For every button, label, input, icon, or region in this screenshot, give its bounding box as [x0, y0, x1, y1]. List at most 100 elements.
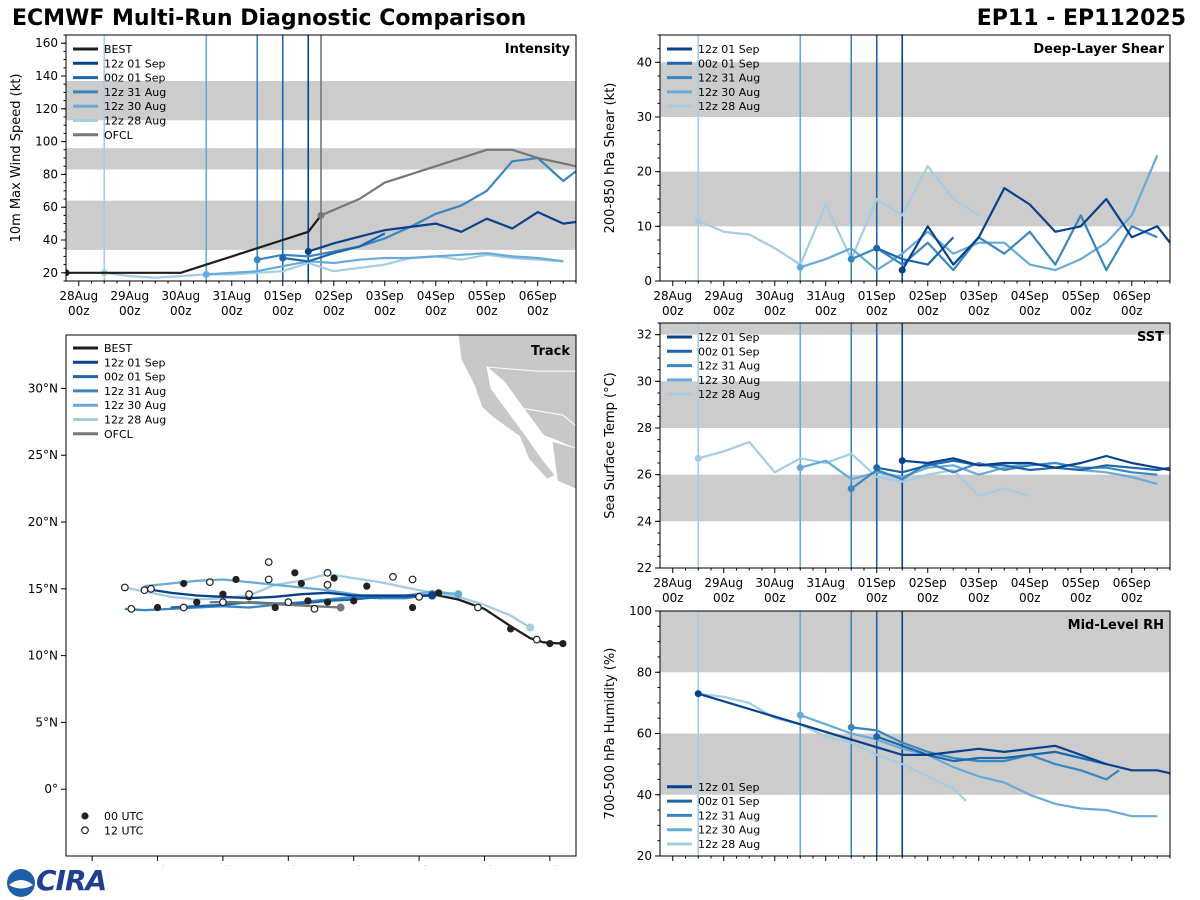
legend-label: 12z 01 Sep: [698, 781, 760, 794]
y-axis-label: Sea Surface Temp (°C): [603, 372, 618, 519]
x-tick-label-date: 01Sep: [858, 289, 896, 303]
y-tick-label: 40: [637, 788, 652, 802]
y-axis-label: 700-500 hPa Humidity (%): [603, 648, 618, 820]
legend-label: 12z 30 Aug: [104, 100, 166, 113]
x-tick-label-date: 04Sep: [1011, 289, 1049, 303]
series-line-12z-30-Aug: [206, 252, 564, 276]
x-tick-label-hour: 00z: [815, 591, 837, 605]
track-point-00utc: [435, 589, 443, 597]
track-point-12utc: [245, 590, 253, 599]
x-tick-label-date: 30Aug: [755, 576, 794, 590]
init-marker-12z-01-Sep: [694, 690, 702, 698]
track-point-00utc: [323, 598, 332, 606]
y-tick-label: 28: [637, 421, 652, 435]
y-tick-label: 10°N: [28, 649, 58, 663]
y-tick-label: 20°N: [28, 515, 58, 529]
x-tick-label-hour: 00z: [527, 304, 549, 318]
x-tick-label-date: 06Sep: [519, 289, 557, 303]
init-marker-12z-01-Sep: [304, 247, 312, 255]
x-tick-label-hour: 00z: [119, 304, 141, 318]
init-marker-12z-28-Aug: [694, 217, 702, 225]
x-tick-label-hour: 00z: [425, 304, 447, 318]
x-tick-label-hour: 00z: [917, 304, 939, 318]
init-marker-12z-30-Aug: [202, 270, 210, 278]
init-marker-BEST: [66, 269, 70, 277]
series-line-12z-28-Aug: [697, 165, 980, 266]
x-tick-label-date: 06Sep: [1113, 864, 1151, 866]
x-tick-label-hour: 00z: [1121, 304, 1143, 318]
x-tick-label-hour: 00z: [476, 304, 498, 318]
x-tick-label-hour: 00z: [1019, 591, 1041, 605]
track-start-12z-30-Aug: [454, 590, 463, 599]
track-point-00utc: [297, 579, 305, 588]
track-point-12utc: [323, 568, 332, 577]
x-tick-label-date: 29Aug: [110, 289, 149, 303]
plot-area-track: [120, 335, 576, 648]
panel-title: Track: [531, 344, 570, 359]
marker-legend-label: 00 UTC: [104, 810, 144, 823]
track-point-00utc: [153, 603, 162, 612]
x-tick-label-hour: 00z: [917, 591, 939, 605]
x-tick-label-date: 03Sep: [366, 289, 404, 303]
legend-label: 00z 01 Sep: [698, 345, 760, 358]
x-tick-label-date: 28Aug: [653, 576, 692, 590]
legend-label: 12z 01 Sep: [104, 57, 166, 70]
x-tick-label-date: 30Aug: [755, 864, 794, 866]
track-point-12utc: [323, 580, 332, 589]
legend-label: BEST: [104, 342, 132, 355]
series-line-12z-31-Aug: [851, 726, 1120, 781]
border-line: [487, 366, 576, 372]
x-tick-label-date: 02Sep: [909, 289, 947, 303]
x-tick-label-date: 28Aug: [59, 289, 98, 303]
track-point-12utc: [474, 603, 482, 612]
series-line-12z-30-Aug: [800, 459, 1158, 486]
track-point-12utc: [415, 592, 423, 601]
x-tick-label-hour: 00z: [662, 304, 684, 318]
y-tick-label: 100: [629, 604, 652, 618]
x-tick-label-date: 31Aug: [806, 289, 845, 303]
init-marker-12z-31-Aug: [847, 255, 855, 263]
y-tick-label: 15°N: [28, 582, 58, 596]
track-point-00utc: [304, 597, 312, 605]
x-tick-label: 120°W: [399, 864, 440, 866]
init-marker-12z-31-Aug: [847, 723, 855, 731]
panel-title: Mid-Level RH: [1068, 618, 1164, 633]
x-tick-label-hour: 00z: [662, 591, 684, 605]
x-tick-label-date: 29Aug: [704, 576, 743, 590]
track-point-00utc: [559, 639, 567, 648]
x-tick-label-hour: 00z: [221, 304, 243, 318]
track-point-12utc: [205, 578, 214, 587]
panel-sst: 22242628303228Aug00z29Aug00z30Aug00z31Au…: [603, 322, 1171, 605]
legend-label: 12z 31 Aug: [104, 86, 166, 99]
series-line-00z-01-Sep: [282, 232, 386, 263]
track-point-00utc: [363, 582, 371, 590]
legend-label: 12z 01 Sep: [698, 331, 760, 344]
y-tick-label: 60: [637, 727, 652, 741]
track-start-OFCL: [336, 603, 345, 612]
track-point-12utc: [408, 575, 417, 584]
x-tick-label: 130°W: [268, 864, 309, 866]
series-line-12z-01-Sep: [902, 454, 1170, 472]
y-tick-label: 40: [637, 55, 652, 69]
x-tick-label-date: 31Aug: [212, 289, 251, 303]
legend-label: 12z 31 Aug: [698, 72, 760, 85]
y-tick-label: 32: [637, 328, 652, 342]
x-tick-label-date: 31Aug: [806, 864, 845, 866]
legend-label: 00z 01 Sep: [104, 371, 166, 384]
track-point-00utc: [193, 598, 201, 606]
y-axis-label: 10m Max Wind Speed (kt): [9, 74, 24, 243]
track-point-12utc: [127, 604, 136, 613]
track-point-00utc: [350, 597, 358, 605]
x-tick-label-date: 04Sep: [1011, 864, 1049, 866]
legend-label: 12z 01 Sep: [698, 43, 760, 56]
chart-canvas: 2040608010012014016028Aug00z29Aug00z30Au…: [9, 34, 1171, 866]
x-tick-label-date: 03Sep: [960, 864, 998, 866]
init-marker-12z-31-Aug: [847, 485, 855, 493]
plot-area-intensity: [66, 35, 576, 281]
legend-label: 12z 28 Aug: [698, 100, 760, 113]
x-tick-label-date: 01Sep: [858, 864, 896, 866]
y-tick-label: 22: [637, 561, 652, 575]
seal-wave-icon: [9, 880, 33, 889]
init-marker-12z-28-Aug: [694, 454, 702, 462]
x-tick-label-date: 05Sep: [1062, 576, 1100, 590]
